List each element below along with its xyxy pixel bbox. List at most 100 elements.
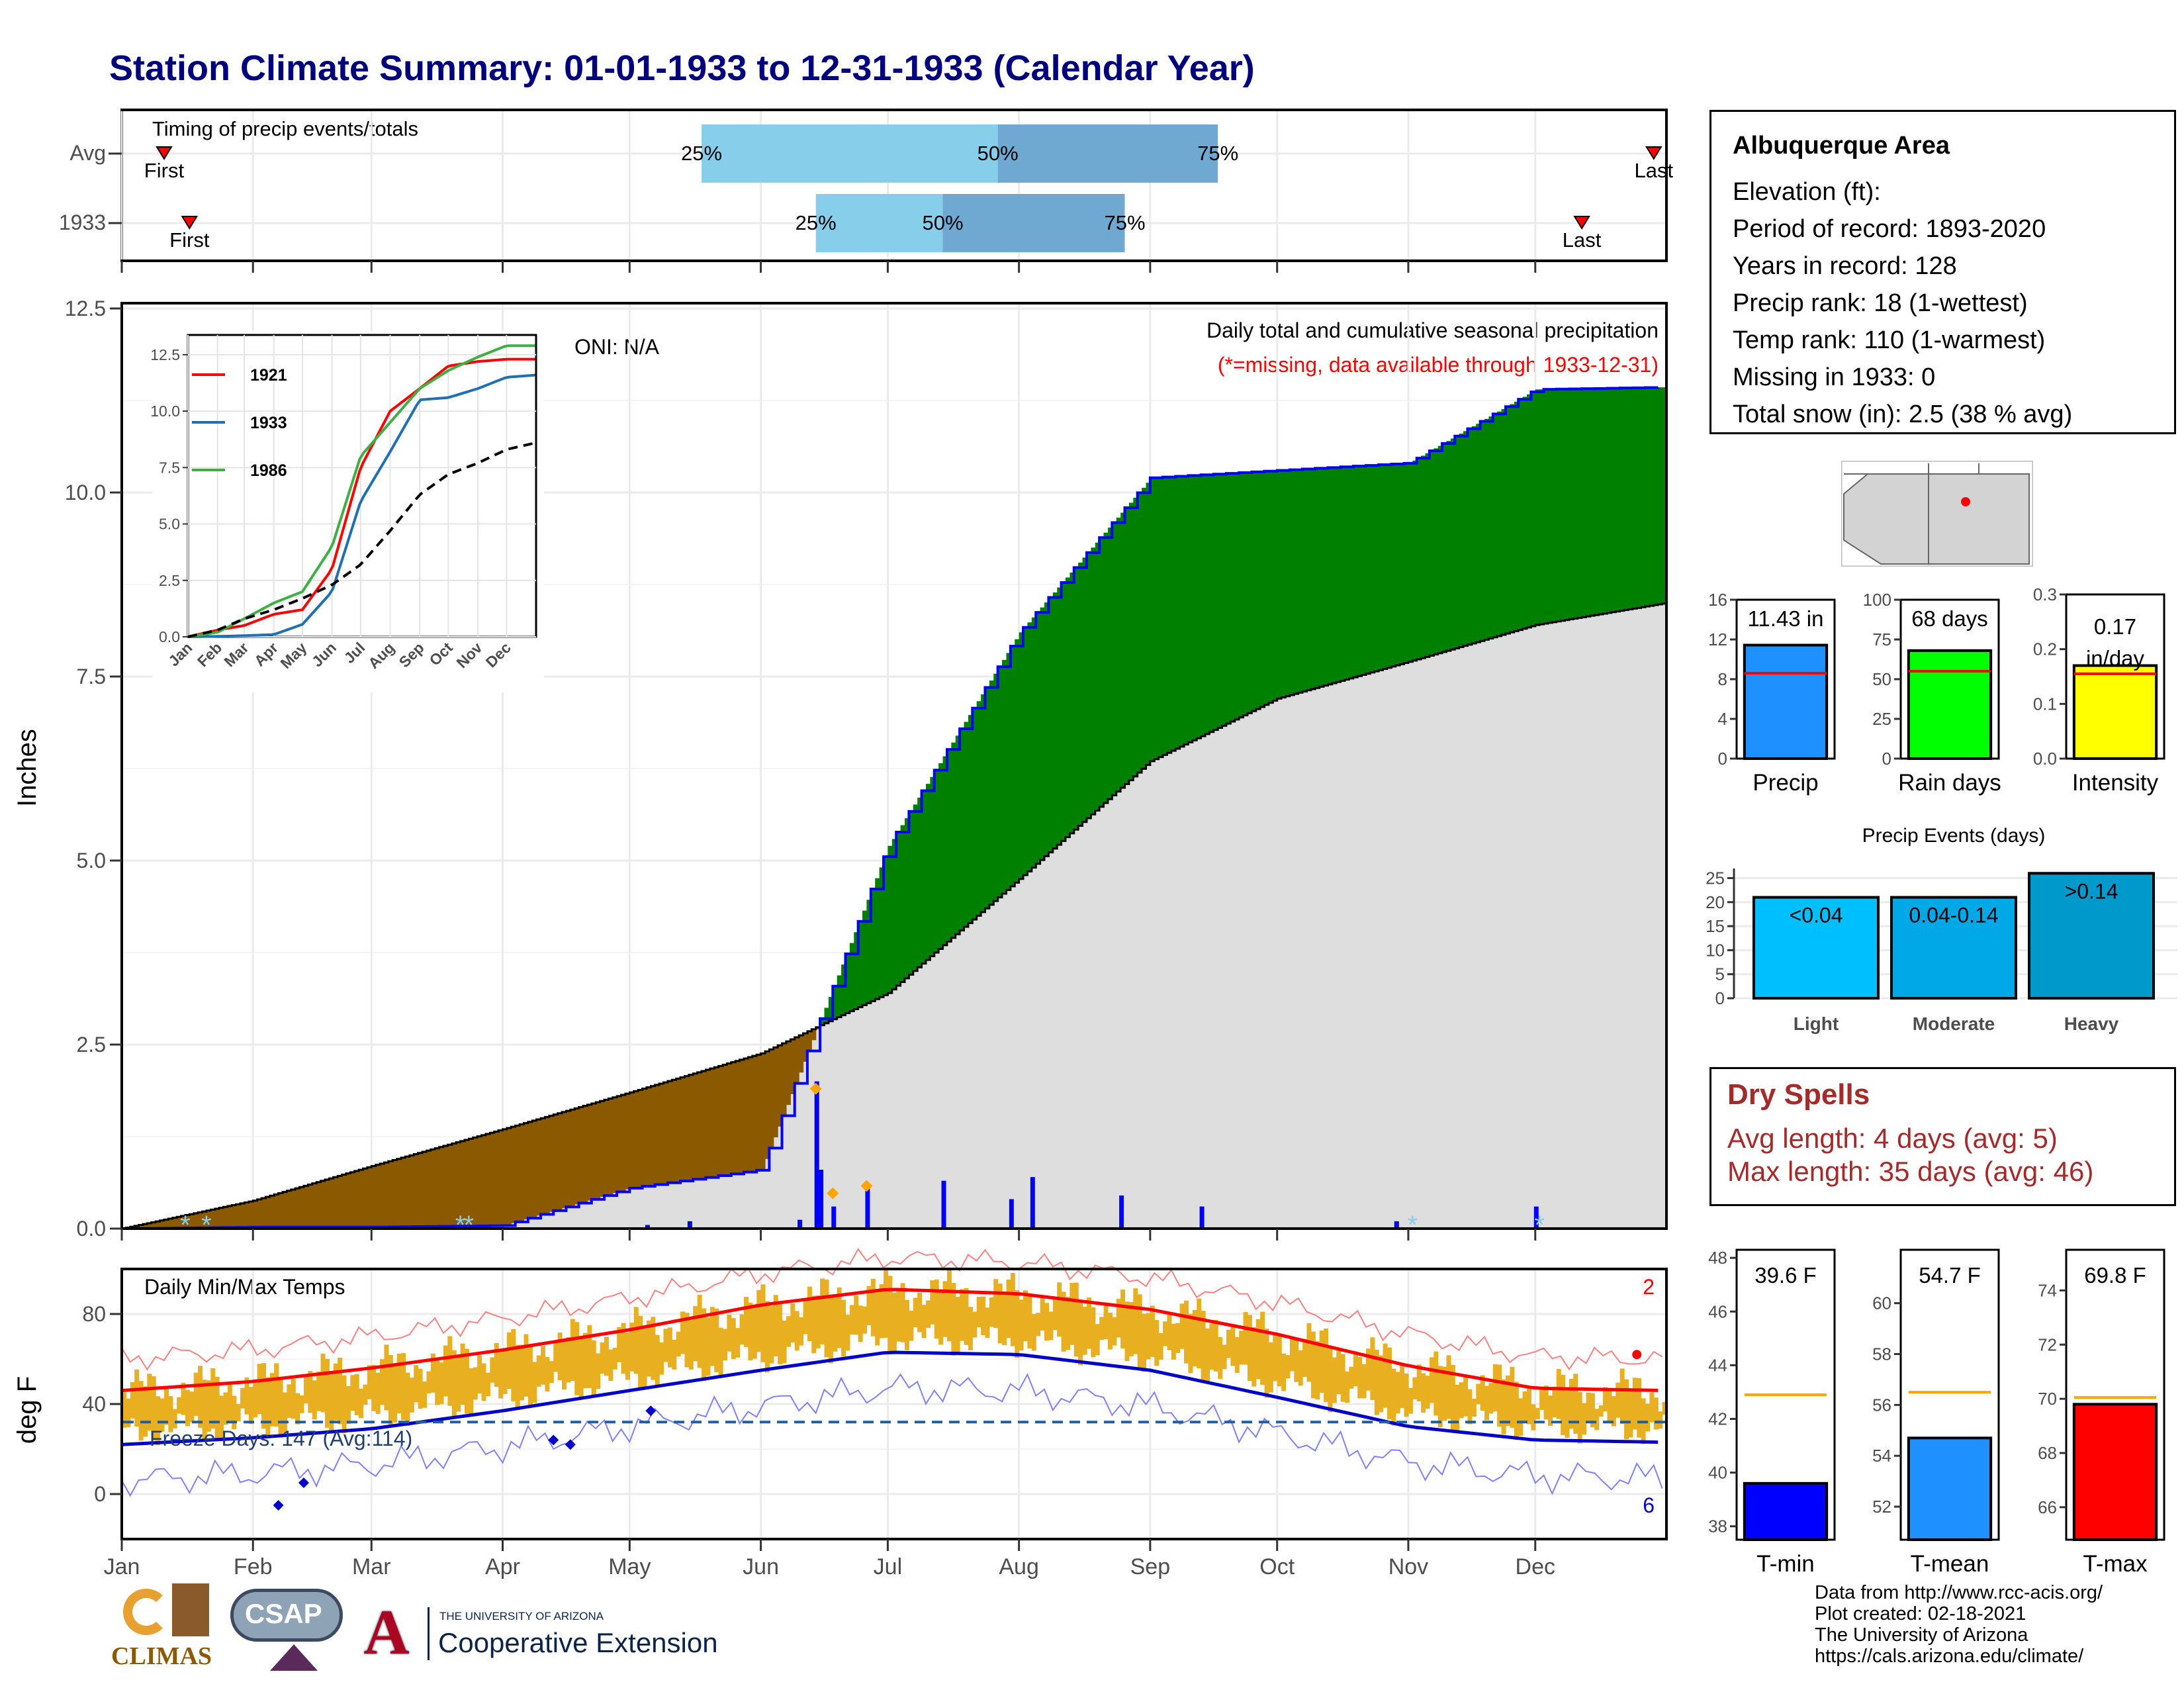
record-low-marker [298, 1477, 309, 1488]
daily-temp-bar [743, 1297, 749, 1347]
cumulative-difference-strip [1590, 388, 1595, 616]
cumulative-difference-strip [1637, 387, 1642, 608]
snow-marker: * [201, 1211, 212, 1240]
cumulative-difference-strip [1391, 463, 1396, 667]
cumulative-difference-strip [1442, 443, 1447, 652]
daily-temp-bar [1205, 1328, 1210, 1382]
daily-temp-bar [261, 1363, 267, 1429]
daily-temp-bar [1615, 1382, 1621, 1418]
cumulative-difference-strip [845, 953, 850, 1013]
cumulative-difference-strip [545, 1117, 550, 1213]
cumulative-difference-strip [1120, 512, 1126, 788]
temp-red-count: 2 [1643, 1275, 1655, 1299]
mini-bar-y-tick-label: 60 [1872, 1293, 1891, 1313]
daily-temp-bar [1057, 1282, 1062, 1337]
cumulative-difference-strip [269, 1196, 275, 1227]
cumulative-difference-strip [338, 1176, 343, 1227]
cumulative-difference-strip [1484, 418, 1490, 640]
daily-temp-bar [1370, 1337, 1375, 1400]
cumulative-difference-strip [799, 1035, 804, 1073]
events-bar [1890, 896, 2017, 1000]
daily-temp-bar [1561, 1374, 1566, 1435]
cumulative-difference-strip [1285, 469, 1291, 696]
daily-temp-bar [760, 1284, 766, 1362]
daily-temp-bar [570, 1319, 575, 1382]
cumulative-difference-strip [151, 1222, 156, 1229]
cumulative-difference-strip [1324, 467, 1329, 686]
daily-temp-bar [223, 1392, 228, 1425]
mini-bar-value-bar [1743, 643, 1829, 760]
station-location-marker [1961, 497, 1970, 506]
daily-temp-bar [1324, 1328, 1329, 1403]
daily-temp-bar [896, 1288, 901, 1342]
cumulative-difference-strip [587, 1104, 592, 1201]
daily-temp-bar [1412, 1377, 1418, 1399]
temp-y-tick-label: 40 [82, 1392, 106, 1416]
mini-bar-y-tick-label: 50 [1872, 669, 1891, 689]
daily-precip-bar [1009, 1199, 1014, 1229]
events-y-tick-label: 25 [1706, 868, 1725, 888]
temp-title: Daily Min/Max Temps [144, 1275, 345, 1299]
daily-temp-bar [1298, 1350, 1303, 1386]
mini-bar-y-tick-label: 70 [2038, 1389, 2057, 1409]
daily-temp-bar [587, 1325, 592, 1388]
daily-temp-bar [384, 1344, 389, 1411]
cumulative-difference-strip [884, 857, 889, 996]
cumulative-difference-strip [1556, 389, 1561, 622]
cumulative-difference-strip [1573, 389, 1578, 619]
cumulative-difference-strip [752, 1056, 757, 1171]
daily-temp-bar [177, 1397, 182, 1414]
cumulative-difference-strip [1395, 463, 1400, 666]
daily-temp-bar [1569, 1378, 1574, 1429]
daily-temp-bar [1044, 1303, 1049, 1341]
daily-temp-bar [705, 1317, 711, 1376]
cumulative-difference-strip [1302, 469, 1308, 692]
cumulative-difference-strip [287, 1190, 292, 1227]
daily-temp-bar [769, 1305, 774, 1364]
mini-bar-y-tick-label: 52 [1872, 1497, 1891, 1517]
cumulative-difference-strip [1463, 431, 1469, 646]
cumulative-difference-strip [414, 1154, 419, 1227]
cumulative-difference-strip [811, 1029, 817, 1041]
daily-temp-bar [828, 1297, 833, 1364]
cumulative-difference-strip [591, 1103, 596, 1199]
cumulative-difference-strip [308, 1184, 313, 1227]
daily-temp-bar [612, 1347, 617, 1370]
cumulative-difference-strip [1653, 387, 1659, 606]
cumulative-difference-strip [993, 673, 999, 902]
daily-temp-bar [1201, 1311, 1206, 1383]
cumulative-difference-strip [1526, 394, 1531, 628]
cumulative-difference-strip [705, 1070, 711, 1178]
mini-bar-value-label: 11.43 in [1748, 606, 1824, 631]
cumulative-difference-strip [329, 1178, 334, 1227]
daily-temp-bar [1036, 1313, 1041, 1336]
dry-spells-box: Dry Spells Avg length: 4 days (avg: 5) M… [1709, 1067, 2176, 1206]
daily-temp-bar [756, 1289, 762, 1352]
cumulative-difference-strip [1006, 653, 1011, 890]
cumulative-difference-strip [1611, 388, 1616, 612]
daily-temp-bar [439, 1362, 444, 1405]
cumulative-difference-strip [1561, 389, 1566, 621]
cumulative-difference-strip [439, 1147, 444, 1227]
daily-temp-bar [422, 1382, 428, 1408]
cumulative-difference-strip [1361, 465, 1367, 675]
cumulative-difference-strip [858, 921, 863, 1008]
mini-bar-y-tick-label: 40 [1708, 1463, 1727, 1483]
daily-temp-bar [1273, 1334, 1278, 1382]
cumulative-difference-strip [756, 1055, 762, 1170]
mini-bar-chart: 38 40 42 44 46 48 39.6 F T-min [1708, 1248, 1836, 1577]
cumulative-difference-strip [236, 1204, 241, 1228]
daily-temp-bar [866, 1286, 872, 1326]
events-bar-label: <0.04 [1790, 904, 1843, 927]
record-low-marker [273, 1500, 284, 1511]
daily-temp-bar [388, 1355, 393, 1425]
heavy-event-marker [809, 1082, 822, 1095]
timing-panel: Timing of precip events/totals 25% 50% 75%… [59, 109, 1673, 273]
mini-bar-value-label: 69.8 F [2084, 1263, 2146, 1288]
daily-temp-bar [727, 1315, 732, 1352]
events-y-tick-label: 15 [1706, 916, 1725, 936]
cumulative-difference-strip [198, 1212, 203, 1228]
cumulative-difference-strip [1531, 392, 1536, 627]
daily-temp-bar [1653, 1397, 1659, 1430]
cumulative-difference-strip [955, 735, 960, 935]
